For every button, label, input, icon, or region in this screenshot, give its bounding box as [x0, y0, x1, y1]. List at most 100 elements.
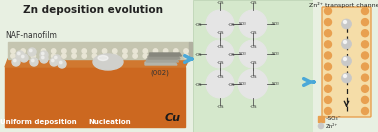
- Circle shape: [42, 52, 44, 55]
- Text: $\cdot$OS: $\cdot$OS: [194, 20, 202, 27]
- Polygon shape: [148, 56, 180, 59]
- Text: $\cdot$OS: $\cdot$OS: [249, 43, 257, 50]
- Circle shape: [18, 52, 20, 55]
- Text: NAF-nanofilm: NAF-nanofilm: [5, 31, 57, 40]
- FancyBboxPatch shape: [322, 7, 371, 117]
- Circle shape: [92, 49, 97, 53]
- Circle shape: [54, 56, 57, 59]
- Circle shape: [143, 54, 147, 58]
- Text: $\cdot$OS: $\cdot$OS: [249, 29, 257, 36]
- Text: $\cdot$OS: $\cdot$OS: [216, 103, 224, 110]
- Text: -SO$_3$: -SO$_3$: [237, 50, 247, 58]
- Circle shape: [341, 56, 352, 66]
- Circle shape: [22, 55, 24, 58]
- Circle shape: [52, 59, 54, 62]
- Text: $\cdot$OS: $\cdot$OS: [227, 51, 235, 58]
- Circle shape: [163, 54, 168, 58]
- Circle shape: [102, 49, 107, 53]
- Circle shape: [32, 59, 34, 62]
- Circle shape: [72, 49, 76, 53]
- Circle shape: [14, 59, 16, 62]
- Circle shape: [12, 58, 20, 66]
- Text: -SO$_3$: -SO$_3$: [237, 20, 247, 28]
- Circle shape: [113, 49, 117, 53]
- Circle shape: [28, 48, 36, 56]
- Circle shape: [361, 19, 369, 26]
- Circle shape: [20, 54, 28, 62]
- Circle shape: [344, 41, 347, 44]
- Circle shape: [184, 49, 188, 53]
- Circle shape: [11, 54, 15, 58]
- Polygon shape: [189, 42, 192, 59]
- Circle shape: [92, 54, 97, 58]
- Text: -SO$_3$: -SO$_3$: [237, 80, 247, 88]
- Circle shape: [51, 54, 56, 58]
- Circle shape: [40, 55, 48, 63]
- Circle shape: [341, 73, 352, 83]
- Circle shape: [113, 54, 117, 58]
- Circle shape: [62, 54, 66, 58]
- Circle shape: [239, 10, 267, 38]
- Text: $\cdot$OS: $\cdot$OS: [216, 58, 224, 65]
- Text: $\cdot$OS: $\cdot$OS: [216, 72, 224, 79]
- Circle shape: [21, 54, 25, 58]
- Circle shape: [82, 49, 87, 53]
- Circle shape: [361, 63, 369, 70]
- Circle shape: [239, 70, 267, 98]
- Circle shape: [29, 49, 32, 52]
- Text: –SO₃⁻: –SO₃⁻: [326, 117, 342, 121]
- Circle shape: [42, 56, 44, 59]
- Text: $\cdot$OS: $\cdot$OS: [216, 43, 224, 50]
- FancyBboxPatch shape: [313, 0, 378, 132]
- Circle shape: [361, 96, 369, 103]
- Circle shape: [344, 20, 347, 23]
- Circle shape: [53, 55, 61, 63]
- Circle shape: [318, 123, 324, 129]
- Circle shape: [324, 19, 332, 26]
- Circle shape: [31, 49, 36, 53]
- Circle shape: [123, 54, 127, 58]
- Circle shape: [324, 30, 332, 37]
- Text: -SO$_3$: -SO$_3$: [270, 80, 280, 88]
- Circle shape: [324, 74, 332, 81]
- Text: Nucleation: Nucleation: [89, 119, 131, 125]
- Circle shape: [153, 54, 158, 58]
- Text: Cu: Cu: [165, 113, 181, 123]
- Circle shape: [41, 54, 46, 58]
- Circle shape: [58, 60, 66, 68]
- Circle shape: [30, 58, 38, 66]
- Circle shape: [324, 63, 332, 70]
- FancyBboxPatch shape: [0, 0, 193, 132]
- Circle shape: [361, 107, 369, 114]
- Circle shape: [174, 54, 178, 58]
- Circle shape: [361, 52, 369, 59]
- Circle shape: [21, 49, 25, 53]
- Text: Zn deposition evolution: Zn deposition evolution: [23, 5, 163, 15]
- Circle shape: [11, 49, 15, 53]
- Circle shape: [341, 19, 352, 29]
- Circle shape: [324, 41, 332, 48]
- Text: $\cdot$OS: $\cdot$OS: [194, 81, 202, 88]
- Circle shape: [72, 54, 76, 58]
- Circle shape: [324, 52, 332, 59]
- Text: $\cdot$OS: $\cdot$OS: [216, 0, 224, 6]
- Text: $\cdot$OS: $\cdot$OS: [216, 29, 224, 36]
- Circle shape: [82, 54, 87, 58]
- Circle shape: [239, 40, 267, 68]
- Polygon shape: [145, 62, 177, 65]
- Circle shape: [324, 8, 332, 15]
- Text: Zn²⁺: Zn²⁺: [326, 124, 338, 128]
- Circle shape: [324, 96, 332, 103]
- Text: (002): (002): [150, 69, 169, 76]
- Circle shape: [133, 54, 137, 58]
- Circle shape: [16, 51, 24, 59]
- Circle shape: [206, 70, 234, 98]
- Text: $\cdot$OS: $\cdot$OS: [227, 20, 235, 27]
- Circle shape: [174, 49, 178, 53]
- Circle shape: [324, 85, 332, 92]
- Circle shape: [344, 58, 347, 60]
- Circle shape: [153, 49, 158, 53]
- Polygon shape: [5, 59, 189, 67]
- Circle shape: [50, 58, 58, 66]
- Circle shape: [102, 54, 107, 58]
